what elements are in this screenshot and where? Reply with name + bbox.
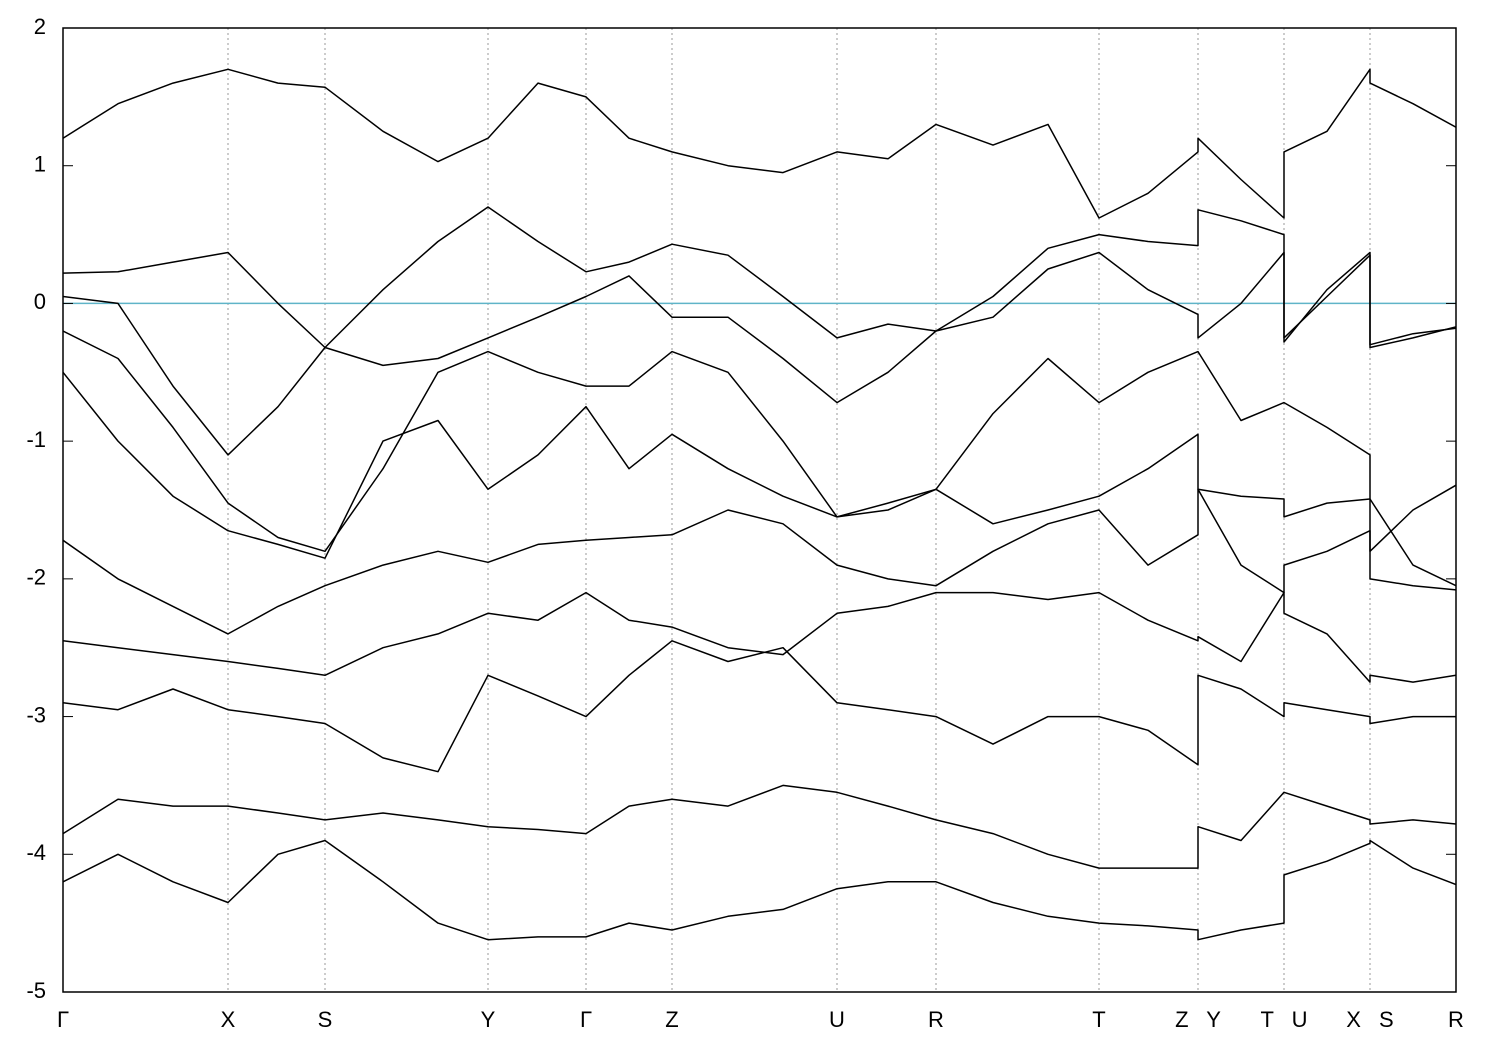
y-tick-label: 0 — [34, 289, 46, 314]
band-line — [63, 784, 1456, 869]
x-tick-label: R — [1448, 1007, 1464, 1032]
band-line — [63, 251, 1456, 456]
band-line — [63, 640, 1456, 773]
y-tick-label: 1 — [34, 152, 46, 177]
x-tick-label: Y — [481, 1007, 496, 1032]
band-line — [63, 371, 1456, 587]
x-tick-label: Z — [665, 1007, 678, 1032]
band-line — [63, 330, 1456, 553]
y-tick-label: -1 — [26, 427, 46, 452]
x-tick-label: X — [221, 1007, 236, 1032]
x-tick-label: T U — [1260, 1007, 1307, 1032]
x-tick-label: Γ — [580, 1007, 592, 1032]
band-line — [63, 591, 1456, 683]
bands-layer — [63, 68, 1456, 941]
y-tick-label: -4 — [26, 840, 46, 865]
band-line — [63, 68, 1456, 219]
x-tick-label: Γ — [57, 1007, 69, 1032]
band-line — [63, 488, 1456, 635]
x-tick-label: Z Y — [1175, 1007, 1221, 1032]
x-tick-label: X S — [1346, 1007, 1393, 1032]
y-tick-label: -3 — [26, 702, 46, 727]
y-tick-label: 2 — [34, 14, 46, 39]
plot-frame — [62, 27, 1457, 993]
band-line — [63, 839, 1456, 941]
x-tick-label: R — [928, 1007, 944, 1032]
axes-layer: -5 -4 -3 -2 -1 0 1 2 Γ X S Y Γ Z U R T Z Y T U X S R — [26, 14, 1464, 1032]
x-tick-label: S — [318, 1007, 333, 1032]
x-tick-label: U — [829, 1007, 845, 1032]
y-tick-label: -5 — [26, 978, 46, 1003]
y-tick-label: -2 — [26, 565, 46, 590]
x-tick-label: T — [1092, 1007, 1105, 1032]
